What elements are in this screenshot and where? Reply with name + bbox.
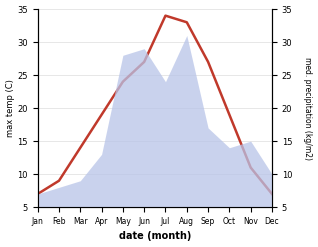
Y-axis label: med. precipitation (kg/m2): med. precipitation (kg/m2) [303,57,313,160]
Y-axis label: max temp (C): max temp (C) [5,79,15,137]
X-axis label: date (month): date (month) [119,231,191,242]
